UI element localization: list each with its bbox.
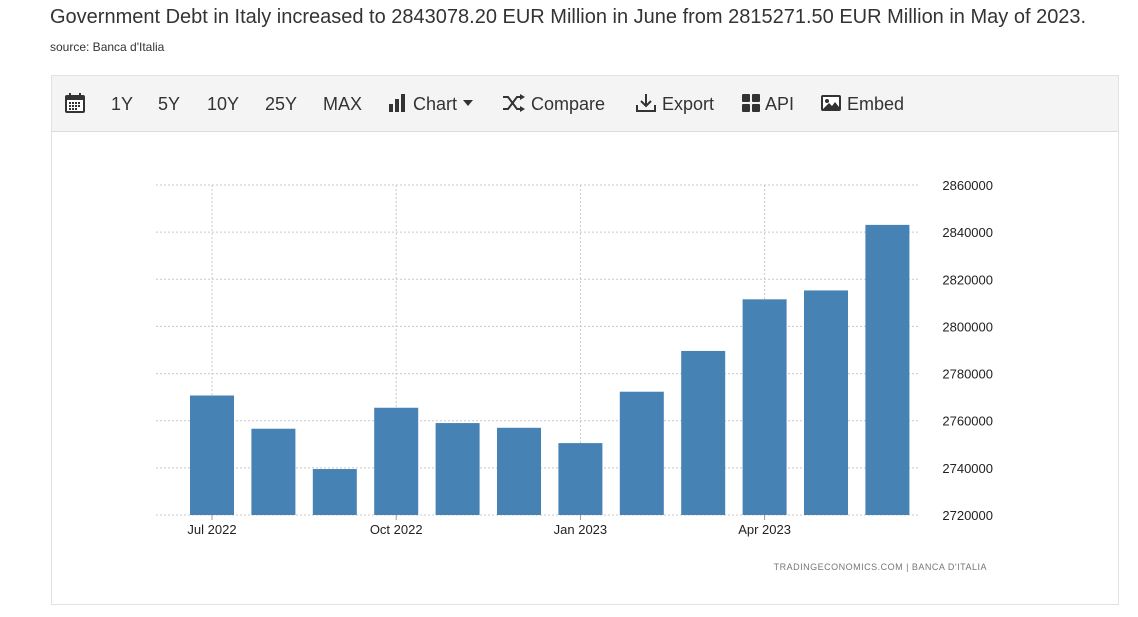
compare-button[interactable]: Compare <box>502 76 605 132</box>
y-tick-label: 2860000 <box>942 178 993 193</box>
range-1y-button[interactable]: 1Y <box>111 94 134 114</box>
source-note: source: Banca d'Italia <box>50 40 165 54</box>
y-tick-label: 2840000 <box>942 225 993 240</box>
bar[interactable] <box>742 299 787 515</box>
bar[interactable] <box>497 427 541 515</box>
chart-type-button[interactable]: Chart <box>388 76 474 132</box>
bar[interactable] <box>312 469 357 515</box>
range-max-button[interactable]: MAX <box>323 94 363 114</box>
range-10y-button[interactable]: 10Y <box>207 94 240 114</box>
export-button[interactable]: Export <box>635 76 714 132</box>
x-tick-label: Apr 2023 <box>738 522 791 537</box>
y-tick-label: 2720000 <box>942 508 993 523</box>
bar[interactable] <box>619 391 664 515</box>
x-tick-label: Jan 2023 <box>554 522 608 537</box>
range-25y-button[interactable]: 25Y <box>265 94 298 114</box>
y-tick-label: 2760000 <box>942 414 993 429</box>
bar[interactable] <box>251 428 296 515</box>
headline: Government Debt in Italy increased to 28… <box>50 6 1087 28</box>
chart-toolbar: 1Y 5Y 10Y 25Y MAX Chart Compare <box>52 76 1118 132</box>
x-tick-label: Oct 2022 <box>370 522 423 537</box>
caret-down-icon <box>463 100 474 107</box>
grid-icon <box>742 94 760 113</box>
bar[interactable] <box>558 443 603 515</box>
chart-type-label: Chart <box>413 94 458 114</box>
x-axis-ticks: Jul 2022 Oct 2022 Jan 2023 Apr 2023 <box>187 515 791 537</box>
embed-label: Embed <box>847 94 905 114</box>
y-tick-label: 2780000 <box>942 367 993 382</box>
api-button[interactable]: API <box>741 76 794 132</box>
bar[interactable] <box>865 224 910 516</box>
chart-credit: TRADINGECONOMICS.COM | BANCA D'ITALIA <box>774 562 987 572</box>
calendar-icon[interactable] <box>64 76 86 132</box>
image-icon <box>821 95 841 112</box>
range-5y-button[interactable]: 5Y <box>158 94 181 114</box>
y-tick-label: 2820000 <box>942 272 993 287</box>
export-label: Export <box>662 94 715 114</box>
embed-button[interactable]: Embed <box>820 76 904 132</box>
shuffle-icon <box>503 94 525 113</box>
y-tick-label: 2740000 <box>942 461 993 476</box>
chart-panel: 1Y 5Y 10Y 25Y MAX Chart Compare <box>51 75 1119 605</box>
x-tick-label: Jul 2022 <box>187 522 236 537</box>
bar[interactable] <box>681 350 726 515</box>
y-axis-ticks: 2720000 2740000 2760000 2780000 2800000 28200… <box>942 178 993 523</box>
y-tick-label: 2800000 <box>942 319 993 334</box>
compare-label: Compare <box>531 94 606 114</box>
bar[interactable] <box>435 423 480 515</box>
download-icon <box>636 94 656 113</box>
bar[interactable] <box>190 395 234 515</box>
bar-chart-icon <box>389 94 405 113</box>
api-label: API <box>765 94 795 114</box>
chart-bars <box>190 224 910 516</box>
bar[interactable] <box>374 407 419 515</box>
bar[interactable] <box>804 290 848 515</box>
